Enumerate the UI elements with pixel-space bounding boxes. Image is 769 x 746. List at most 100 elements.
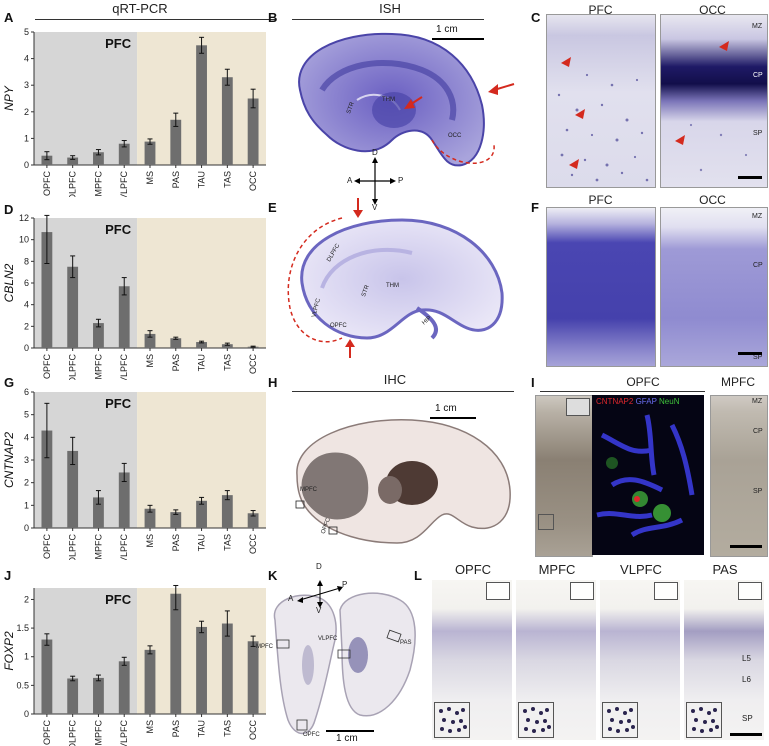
nucleus [545,708,549,712]
x-tick-label: TAU [197,171,207,188]
x-tick-label: TAS [222,720,232,737]
nucleus [461,708,465,712]
y-axis-label: CNTNAP2 [2,432,16,488]
bar [93,323,104,348]
bar [118,143,130,165]
x-tick-label: DLPFC [68,171,78,197]
bar [221,77,233,165]
ish-micrograph-foxp2 [684,580,764,740]
bar [196,45,207,165]
pfc-label: PFC [105,592,132,607]
y-tick-label: 0 [24,343,29,353]
nucleus [715,725,719,729]
bar [41,232,53,348]
x-tick-label: OPFC [42,534,52,560]
x-tick-label: MPFC [93,354,103,380]
panel-letter-c: C [531,10,541,25]
scale-bar-b [432,38,484,40]
nucleus [440,727,444,731]
bar [247,98,259,165]
panel-letter-l: L [414,568,422,583]
stain-legend: CNTNAP2 GFAP NeuN [596,397,679,406]
panel-letter-k: K [268,568,278,583]
brain-b-label-occ: OCC [448,133,462,139]
compass-a: A [347,176,353,185]
compass-k-d: D [316,562,322,571]
y-tick-label: 4 [24,54,29,64]
inset-top [654,582,678,600]
cntnap2-bar-chart: PFC 0 1 2 3 4 5 6 CNTNAP2 OPFC DLPFC MPFC VLPFC MS PAS… [2,387,266,560]
pfc-region-bg [34,32,138,165]
y-tick-label: 1 [24,500,29,510]
compass-k-v: V [316,606,322,615]
bar [196,342,207,348]
x-tick-label: OCC [248,720,258,741]
bar [170,338,182,348]
panel-letter-e: E [268,200,277,215]
compass-v: V [372,203,378,212]
panel-letter-i: I [531,375,535,390]
x-tick-label: OCC [248,354,258,375]
bar [93,152,104,165]
nucleus [692,727,696,731]
nucleus [607,709,611,713]
brain-k-label-mpfc: MPFC [256,644,273,650]
x-tick-label: OPFC [42,720,52,746]
nucleus [541,728,545,732]
panel-l-title: PAS [712,562,738,577]
x-tick-label: TAS [222,171,232,188]
nucleus [451,720,455,724]
y-tick-label: 0 [24,160,29,170]
nucleus [539,711,543,715]
compass-d: D [372,148,378,157]
nucleus [623,711,627,715]
inset-nuclei [439,707,467,733]
panel-l-layer-sp: SP [742,714,753,723]
brain-h-label-mpfc: MPFC [300,487,317,493]
panel-letter-d: D [4,202,14,217]
nucleus [691,709,695,713]
nucleus [629,708,633,712]
ish-micrograph-foxp2 [432,580,512,740]
panel-f-layer-mz: MZ [752,213,763,220]
y-tick-label: 3 [24,80,29,90]
y-tick-label: 2 [24,594,29,604]
bar [221,495,233,528]
nucleus [694,718,698,722]
y-tick-label: 2 [24,107,29,117]
y-axis-label: FOXP2 [2,631,16,671]
scale-bar-l [730,733,762,736]
opfc-inset-upper [566,398,590,416]
inset-bottom [434,702,470,738]
ish-header: ISH [379,1,401,16]
ihc-micrograph-mpfc [710,395,768,557]
compass-k-p: P [342,580,348,589]
opfc-inset-lower [538,514,554,530]
panel-l-layer-l5: L5 [742,654,751,663]
y-tick-label: 2 [24,478,29,488]
panel-i-title-opfc: OPFC [626,375,660,389]
x-tick-label: PAS [171,171,181,188]
y-axis-label: NPY [2,85,16,111]
panel-i-layer-cp: CP [753,428,763,435]
bar [247,513,259,528]
nucleus [524,727,528,731]
ish-micrograph-occ-cbln2 [660,207,768,367]
ihc-micrograph-opfc [535,395,593,557]
pfc-label: PFC [105,396,132,411]
scale-bar-h-label: 1 cm [435,403,457,414]
y-tick-label: 0 [24,709,29,719]
scale-bar-b-label: 1 cm [436,24,458,35]
bar [144,508,156,528]
ish-brain-sagittal-e [287,198,504,358]
nucleus [459,719,463,723]
brain-k-label-vlpfc: VLPFC [318,636,338,642]
bar [247,641,259,714]
x-tick-label: MPFC [93,171,103,197]
x-tick-label: MPFC [93,534,103,560]
ihc-brain-h [295,419,511,544]
bar [144,141,156,165]
ihc-header-line [292,391,514,392]
panel-c-layer-sp: SP [753,130,763,137]
x-tick-label: MS [145,171,155,185]
